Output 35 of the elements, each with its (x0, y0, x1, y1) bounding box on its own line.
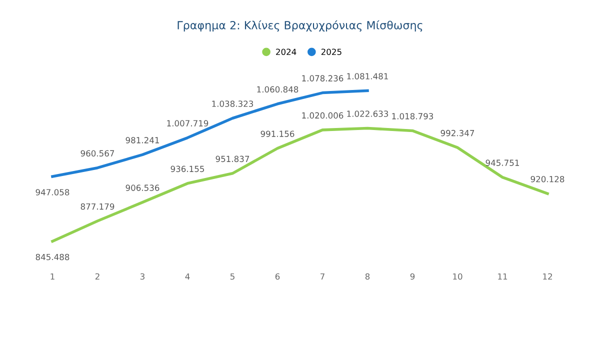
data-label: 960.567 (80, 150, 114, 157)
x-tick-label: 4 (185, 273, 190, 280)
data-label: 1.018.793 (392, 113, 434, 120)
x-tick-label: 8 (365, 273, 370, 280)
data-label: 1.007.719 (167, 120, 208, 126)
data-label: 945.751 (486, 160, 519, 166)
x-tick-label: 5 (230, 273, 234, 280)
data-label: 920.128 (530, 176, 564, 182)
legend-label: 2025 (321, 48, 342, 56)
data-label: 947.058 (36, 189, 70, 196)
x-tick-label: 6 (275, 273, 280, 280)
data-label: 845.488 (36, 254, 70, 260)
data-label: 992.347 (440, 130, 474, 136)
x-tick-label: 1 (50, 273, 54, 280)
x-tick-label: 9 (410, 273, 415, 280)
x-tick-label: 3 (140, 273, 144, 280)
data-label: 1.081.481 (347, 73, 388, 80)
data-label: 1.020.006 (302, 112, 344, 119)
data-label: 906.536 (126, 184, 160, 191)
data-label: 1.022.633 (347, 110, 388, 117)
chart-title: Γραφημα 2: Κλίνες Βραχυχρόνιας Μίσθωσης (178, 20, 422, 32)
data-label: 951.837 (216, 156, 250, 162)
data-label: 991.156 (260, 130, 294, 137)
data-label: 1.038.323 (212, 100, 254, 107)
data-label: 936.155 (170, 166, 204, 172)
data-label: 1.060.848 (257, 86, 298, 93)
legend-label: 2024 (276, 48, 296, 56)
x-tick-label: 10 (453, 273, 462, 280)
x-tick-label: 12 (543, 273, 552, 280)
data-label: 981.241 (126, 137, 159, 144)
data-label: 1.078.236 (302, 75, 344, 82)
x-tick-label: 7 (320, 273, 324, 280)
x-tick-label: 11 (498, 273, 508, 280)
data-label: 877.179 (80, 203, 114, 210)
x-tick-label: 2 (95, 273, 100, 280)
